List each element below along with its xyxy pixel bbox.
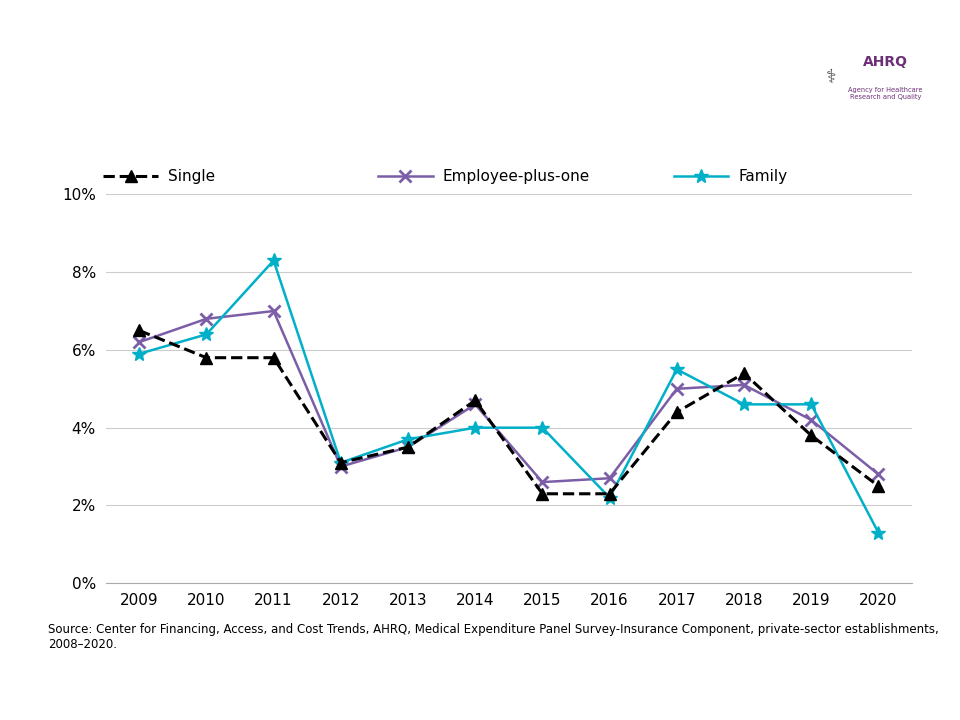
Text: Agency for Healthcare
Research and Quality: Agency for Healthcare Research and Quali…: [848, 87, 923, 101]
Ellipse shape: [797, 18, 936, 150]
Text: ⚕: ⚕: [827, 68, 837, 87]
Text: Figure 9. Percentage change in total premiums  per enrolled private-
sector empl: Figure 9. Percentage change in total pre…: [56, 48, 789, 118]
Text: AHRQ: AHRQ: [863, 55, 908, 68]
Text: Employee-plus-one: Employee-plus-one: [443, 169, 590, 184]
Text: Single: Single: [168, 169, 215, 184]
Text: Source: Center for Financing, Access, and Cost Trends, AHRQ, Medical Expenditure: Source: Center for Financing, Access, an…: [48, 623, 939, 651]
Text: Family: Family: [738, 169, 788, 184]
